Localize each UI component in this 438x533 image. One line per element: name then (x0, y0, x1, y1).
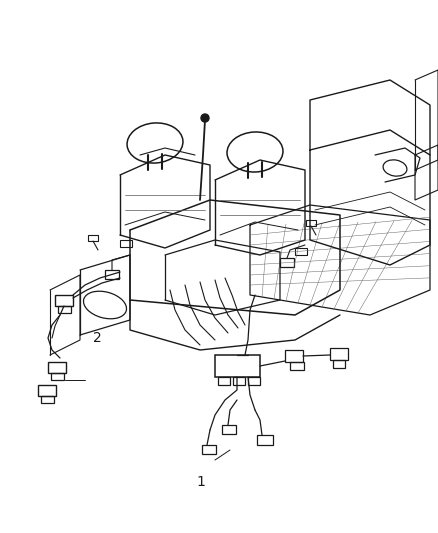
Bar (222, 425, 236, 434)
Bar (280, 258, 294, 267)
Bar (41, 396, 54, 403)
Bar (218, 377, 230, 385)
Circle shape (201, 114, 209, 122)
Text: 1: 1 (196, 475, 205, 489)
Bar (290, 362, 304, 370)
Bar (88, 235, 98, 241)
Bar (48, 362, 66, 373)
Bar (215, 355, 260, 377)
Bar (295, 248, 307, 255)
Bar (248, 377, 260, 385)
Bar (285, 350, 303, 362)
Bar (306, 220, 316, 226)
Bar (51, 373, 64, 380)
Bar (120, 240, 132, 247)
Bar (202, 445, 216, 454)
Bar (333, 360, 345, 368)
Bar (257, 435, 273, 445)
Bar (58, 306, 71, 313)
Bar (55, 295, 73, 306)
Bar (233, 377, 245, 385)
Text: 2: 2 (93, 331, 102, 345)
Bar (330, 348, 348, 360)
Bar (105, 270, 119, 279)
Bar (38, 385, 56, 396)
